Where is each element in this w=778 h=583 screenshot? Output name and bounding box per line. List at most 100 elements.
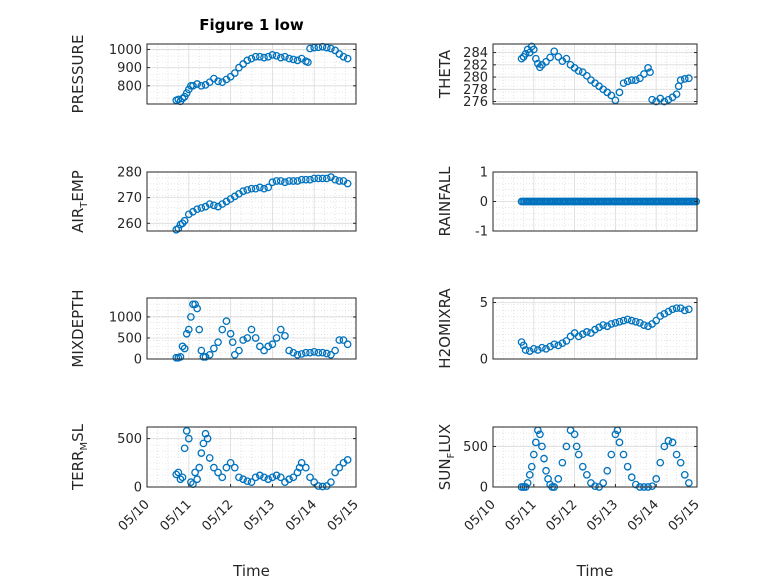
data-point xyxy=(191,300,199,309)
data-point xyxy=(272,334,281,342)
data-point xyxy=(339,52,348,61)
data-point xyxy=(260,346,268,355)
data-point xyxy=(205,350,214,359)
y-axis-label: TERRMSL xyxy=(69,423,90,491)
data-point xyxy=(339,336,348,344)
y-tick-label: 500 xyxy=(117,432,142,447)
data-point xyxy=(289,473,298,482)
y-tick-label: 280 xyxy=(463,71,488,86)
data-point xyxy=(214,468,222,477)
y-tick-label: 800 xyxy=(117,79,142,94)
data-point xyxy=(529,450,538,459)
data-point xyxy=(276,177,285,185)
data-point xyxy=(247,325,256,334)
data-point xyxy=(611,430,620,439)
data-point xyxy=(306,348,314,357)
data-point xyxy=(619,316,628,325)
data-point xyxy=(197,204,206,212)
data-point xyxy=(260,53,268,62)
y-tick-label: 1000 xyxy=(109,43,142,58)
data-point xyxy=(527,462,536,471)
data-point xyxy=(546,342,554,351)
data-point xyxy=(268,340,277,349)
data-point xyxy=(301,463,310,472)
data-point xyxy=(172,470,181,479)
data-point xyxy=(230,69,239,77)
data-point xyxy=(660,309,669,318)
data-point xyxy=(525,470,534,479)
data-point xyxy=(289,55,298,64)
data-point xyxy=(554,53,563,61)
data-point xyxy=(684,479,693,487)
data-point xyxy=(281,178,289,187)
data-point xyxy=(203,434,212,443)
data-point xyxy=(668,438,677,447)
data-point xyxy=(193,80,202,88)
data-point xyxy=(256,342,264,351)
y-tick-label: 500 xyxy=(463,440,488,455)
data-point xyxy=(243,334,252,342)
data-point xyxy=(268,178,277,187)
data-point xyxy=(193,304,202,313)
data-point xyxy=(293,56,302,65)
data-point xyxy=(676,458,685,467)
data-point xyxy=(627,76,636,84)
data-point xyxy=(285,177,293,185)
y-tick-label: 500 xyxy=(117,331,142,346)
data-point xyxy=(195,463,204,472)
data-point xyxy=(636,319,644,327)
data-point xyxy=(327,44,335,53)
data-point xyxy=(615,438,624,447)
data-point xyxy=(276,325,285,334)
y-tick-label: 260 xyxy=(117,217,142,232)
data-point xyxy=(644,322,652,331)
data-point xyxy=(550,340,559,349)
data-point xyxy=(197,81,206,90)
data-point xyxy=(174,224,183,233)
y-tick-label: 900 xyxy=(117,61,142,76)
data-point xyxy=(562,442,571,451)
subplot-mixdepth: 0 500 1000 MIXDEPTH xyxy=(69,289,357,368)
data-point xyxy=(195,325,204,334)
data-point xyxy=(197,449,206,457)
y-tick-label: -1 xyxy=(475,225,488,240)
axes-box xyxy=(492,43,698,105)
data-point xyxy=(570,430,579,439)
data-point xyxy=(521,49,530,58)
data-point xyxy=(178,342,187,351)
data-point xyxy=(272,471,281,480)
data-point xyxy=(343,179,352,188)
data-point xyxy=(260,184,268,193)
data-point xyxy=(210,463,218,472)
subplot-pressure: 800 900 1000 PRESSURE xyxy=(69,35,357,113)
data-point xyxy=(648,95,656,104)
data-point xyxy=(631,480,640,489)
data-point xyxy=(199,439,208,448)
data-point xyxy=(664,436,673,445)
x-axis-label: Time xyxy=(232,562,270,580)
figure-title: Figure 1 low xyxy=(199,16,304,34)
y-tick-label: 0 xyxy=(480,195,488,210)
data-point xyxy=(297,350,306,358)
data-point xyxy=(623,315,632,324)
data-point xyxy=(322,482,331,490)
data-point xyxy=(680,470,689,479)
data-point xyxy=(272,51,281,60)
data-point xyxy=(184,325,193,334)
data-point xyxy=(529,45,538,54)
data-point xyxy=(607,320,616,328)
data-point xyxy=(331,175,339,184)
data-point xyxy=(260,473,268,482)
data-point xyxy=(640,321,648,329)
data-point xyxy=(247,54,256,63)
data-point xyxy=(314,482,323,490)
data-point xyxy=(239,336,247,344)
data-point xyxy=(256,471,264,480)
data-point xyxy=(293,177,302,185)
data-point xyxy=(226,458,235,467)
data-point xyxy=(595,323,603,332)
data-point xyxy=(676,76,685,84)
data-point xyxy=(558,458,567,467)
y-tick-label: 0 xyxy=(134,353,142,368)
